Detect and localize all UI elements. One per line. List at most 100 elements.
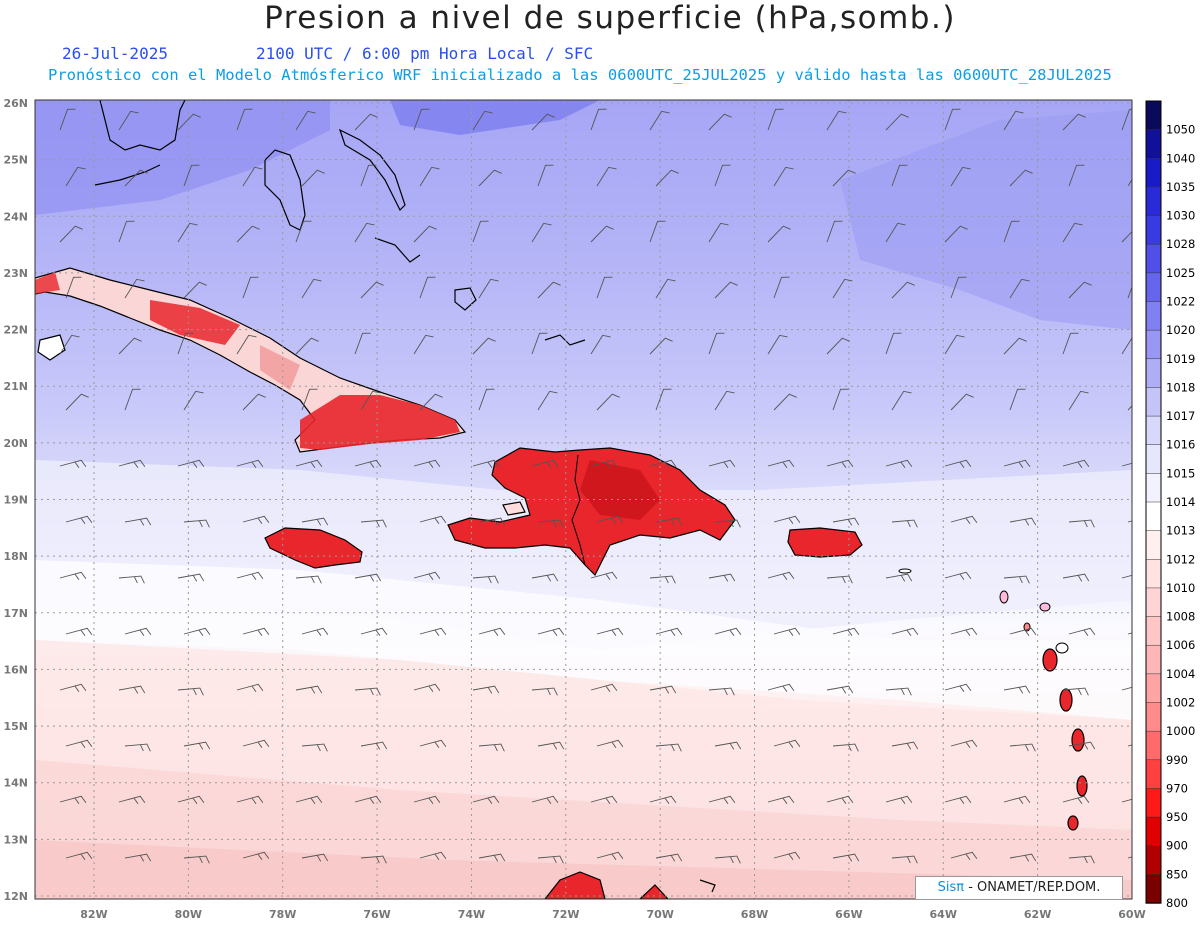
wind-barb [1009, 853, 1037, 862]
wind-barb [1003, 337, 1027, 355]
wind-barb [885, 113, 909, 131]
wind-barb [1068, 390, 1089, 411]
wind-barb [1003, 110, 1024, 131]
wind-barb [531, 222, 552, 243]
wind-barb [59, 225, 83, 243]
wind-barb [708, 687, 735, 696]
wind-barb [413, 108, 430, 131]
wind-barb [183, 281, 207, 299]
wind-barb [236, 459, 264, 468]
wind-barb [885, 687, 912, 696]
colorbar-swatch [1145, 444, 1162, 475]
colorbar-swatch [1145, 301, 1162, 331]
wind-barb [655, 853, 683, 862]
wind-barb [177, 459, 205, 468]
wind-barb [590, 459, 618, 468]
lat-label: 12N [3, 890, 28, 903]
wind-barb [1127, 285, 1132, 299]
wind-barb [472, 685, 500, 694]
wind-barb [1121, 686, 1132, 691]
wind-barb [767, 108, 784, 131]
wind-barb [773, 166, 794, 187]
wind-barb [596, 393, 620, 411]
colorbar-label: 1022 [1166, 295, 1195, 309]
colorbar-label: 1016 [1166, 438, 1195, 452]
wind-barb [1003, 685, 1031, 694]
colorbar-swatch [1145, 358, 1162, 389]
wind-barb [478, 388, 495, 411]
wind-barb [1068, 855, 1095, 864]
colorbar-swatch [1145, 559, 1162, 589]
wind-barb [354, 687, 381, 696]
colorbar-swatch [1145, 158, 1162, 188]
wind-barb [1009, 517, 1037, 526]
wind-barb [531, 687, 558, 696]
colorbar-label: 990 [1166, 753, 1188, 767]
wind-barb [1009, 169, 1033, 187]
wind-barb [714, 741, 742, 750]
wind-barb [183, 741, 211, 750]
wind-barb [118, 220, 135, 243]
wind-barb [714, 627, 742, 636]
wind-barb [826, 337, 850, 355]
wind-barb [767, 334, 788, 355]
colorbar-label: 1018 [1166, 380, 1195, 394]
wind-barb [531, 332, 548, 355]
wind-barb [655, 627, 683, 636]
wind-barb [590, 334, 611, 355]
wind-barb [1062, 332, 1079, 355]
colorbar-swatch [1145, 587, 1162, 618]
colorbar-label: 850 [1166, 867, 1188, 881]
wind-barb [124, 627, 152, 636]
wind-barb [950, 393, 974, 411]
wind-barb [301, 853, 329, 862]
colorbar-label: 1017 [1166, 409, 1195, 423]
map-title: Presion a nivel de superficie (hPa,somb.… [264, 0, 956, 36]
wind-barb [708, 459, 736, 468]
wind-barb [419, 276, 436, 299]
florida-coast [99, 100, 186, 151]
wind-barb [832, 169, 856, 187]
wind-barb [177, 795, 205, 804]
wind-barb [950, 739, 978, 748]
wind-barb [767, 225, 791, 243]
colorbar-swatch [1145, 243, 1162, 274]
wind-barb [1003, 220, 1020, 243]
wind-barb [773, 627, 801, 636]
wind-barb [183, 519, 210, 528]
wind-barb [413, 571, 441, 580]
lat-label: 25N [3, 154, 28, 167]
wind-barb [1009, 743, 1036, 752]
colorbar: 1050 1040 1035 1030 1028 1025 1022 1020 1019 1018… [1145, 100, 1195, 910]
wind-barb [714, 519, 741, 528]
wind-barb [708, 332, 725, 355]
haiti-dr-border [571, 454, 586, 566]
wind-barb [826, 110, 847, 131]
wind-barb [183, 390, 204, 411]
wind-barb [296, 912, 321, 919]
wind-barb [714, 281, 738, 299]
colorbar-label: 1012 [1166, 552, 1195, 566]
lat-label: 15N [3, 720, 28, 733]
colorbar-swatch [1145, 616, 1162, 646]
colorbar-label: 1040 [1166, 151, 1195, 165]
wind-barb [472, 337, 496, 355]
island-st-vincent [1067, 815, 1079, 831]
wind-barb [242, 276, 259, 299]
wind-barb [354, 795, 382, 804]
colorbar-label: 900 [1166, 839, 1188, 853]
longitude-labels: 82W 80W 78W 76W 74W 72W 70W 68W 66W 64W 62W 60W [80, 908, 1145, 921]
wind-barb [590, 795, 618, 804]
wind-barb [1062, 113, 1086, 131]
colorbar-label: 1015 [1166, 466, 1195, 480]
wind-barb [478, 627, 506, 636]
island-guadeloupe [1042, 648, 1058, 672]
wind-barb [360, 281, 384, 299]
isla-juventud [37, 334, 66, 361]
wind-barb [768, 908, 794, 915]
wind-barb [767, 795, 795, 804]
colorbar-swatch [1145, 702, 1162, 732]
wind-barb [65, 276, 82, 299]
long-island-bahamas [374, 237, 421, 263]
wind-barb [65, 739, 93, 748]
